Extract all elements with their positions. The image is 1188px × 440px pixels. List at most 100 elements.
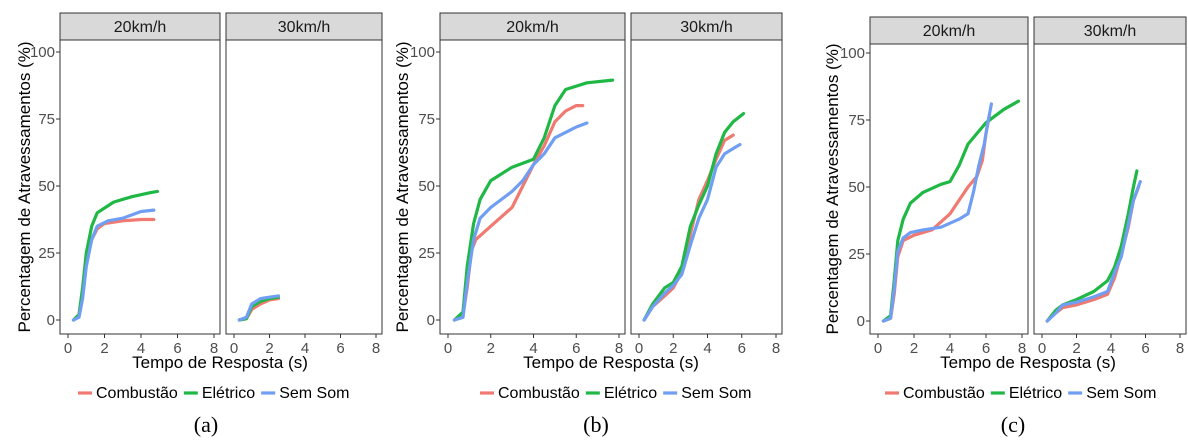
legend-label: Combustão: [498, 385, 580, 402]
x-tick-label: 2: [910, 340, 918, 357]
x-axis-title: Tempo de Resposta (s): [940, 353, 1116, 372]
x-axis-title: Tempo de Resposta (s): [523, 353, 699, 372]
x-tick-label: 6: [1141, 340, 1149, 357]
panel-border: [225, 39, 383, 335]
x-tick-label: 4: [529, 340, 537, 357]
x-tick-label: 0: [1038, 340, 1046, 357]
y-tick-label: 25: [848, 246, 865, 263]
x-tick-label: 6: [738, 340, 746, 357]
y-tick-label: 25: [38, 245, 55, 262]
panel-border: [630, 39, 783, 335]
y-tick-label: 0: [47, 312, 55, 329]
panel-20km/h: 20km/h 0 2 4 6 8: [869, 16, 1029, 357]
x-tick-label: 2: [100, 340, 108, 357]
x-tick-label: 6: [982, 340, 990, 357]
figure-caption: (a): [194, 412, 218, 437]
x-tick-label: 4: [703, 340, 711, 357]
series-line-Sem Som: [71, 208, 156, 322]
strip-background: [1033, 16, 1187, 45]
x-tick-label: 6: [173, 340, 181, 357]
legend-label: Sem Som: [1086, 385, 1156, 402]
y-tick-label: 75: [38, 111, 55, 128]
x-tick-label: 0: [635, 340, 643, 357]
y-tick-label: 0: [427, 312, 435, 329]
y-tick-label: 100: [840, 45, 865, 62]
y-tick-label: 50: [418, 178, 435, 195]
legend-label: Combustão: [903, 385, 985, 402]
x-tick-label: 0: [64, 340, 72, 357]
x-tick-label: 6: [572, 340, 580, 357]
x-tick-label: 2: [265, 340, 273, 357]
series-line-Combustão: [881, 112, 992, 323]
x-tick-label: 8: [1176, 340, 1184, 357]
legend-label: Sem Som: [681, 385, 751, 402]
legend: Combustão Elétrico Sem Som: [885, 385, 1156, 402]
y-tick-label: 50: [848, 179, 865, 196]
x-tick-label: 0: [874, 340, 882, 357]
x-tick-label: 0: [230, 340, 238, 357]
panel-30km/h: 30km/h 0 2 4 6 8: [630, 12, 783, 357]
strip-label: 20km/h: [506, 19, 558, 36]
panel-border: [869, 43, 1029, 335]
x-tick-label: 8: [210, 340, 218, 357]
x-axis-title: Tempo de Resposta (s): [132, 353, 308, 372]
x-tick-label: 2: [669, 340, 677, 357]
series-line-Sem Som: [1045, 180, 1142, 323]
series-line-Combustão: [1045, 185, 1141, 323]
y-axis-title: Percentagem de Atravessamentos (%): [15, 41, 34, 332]
strip-background: [630, 12, 783, 41]
series-line-Sem Som: [881, 102, 994, 323]
x-tick-label: 8: [372, 340, 380, 357]
figure-caption: (b): [583, 412, 609, 437]
legend-label: Elétrico: [202, 385, 255, 402]
strip-background: [59, 12, 221, 41]
x-tick-label: 8: [772, 340, 780, 357]
series-line-Combustão: [452, 103, 585, 322]
panel-border: [1033, 43, 1187, 335]
x-tick-label: 2: [487, 340, 495, 357]
legend-label: Combustão: [96, 385, 178, 402]
x-tick-label: 8: [1018, 340, 1026, 357]
series-line-Sem Som: [642, 142, 742, 322]
series-line-Elétrico: [452, 78, 615, 322]
y-axis-title: Percentagem de Atravessamentos (%): [393, 41, 412, 332]
y-tick-label: 50: [38, 178, 55, 195]
x-tick-label: 4: [1107, 340, 1115, 357]
legend: Combustão Elétrico Sem Som: [480, 385, 751, 402]
x-tick-label: 8: [615, 340, 623, 357]
y-axis-title: Percentagem de Atravessamentos (%): [823, 43, 842, 334]
strip-label: 30km/h: [680, 19, 732, 36]
x-tick-label: 4: [946, 340, 954, 357]
strip-background: [869, 16, 1029, 45]
x-tick-label: 4: [137, 340, 145, 357]
panel-border: [439, 39, 626, 335]
strip-label: 20km/h: [114, 19, 166, 36]
y-tick-label: 0: [857, 313, 865, 330]
legend-label: Sem Som: [279, 385, 349, 402]
x-tick-label: 6: [336, 340, 344, 357]
panel-30km/h: 30km/h 0 2 4 6 8: [225, 12, 383, 357]
series-line-Elétrico: [642, 111, 746, 322]
x-tick-label: 4: [301, 340, 309, 357]
y-tick-label: 75: [418, 111, 435, 128]
series-line-Sem Som: [237, 294, 280, 322]
strip-background: [225, 12, 383, 41]
panel-20km/h: 20km/h 0 2 4 6 8: [59, 12, 221, 357]
legend-label: Elétrico: [604, 385, 657, 402]
strip-label: 30km/h: [278, 19, 330, 36]
y-tick-label: 100: [30, 44, 55, 61]
strip-label: 30km/h: [1084, 23, 1136, 40]
strip-label: 20km/h: [923, 23, 975, 40]
x-tick-label: 0: [444, 340, 452, 357]
y-tick-label: 25: [418, 245, 435, 262]
x-tick-label: 2: [1072, 340, 1080, 357]
panel-border: [59, 39, 221, 335]
legend: Combustão Elétrico Sem Som: [78, 385, 349, 402]
panel-20km/h: 20km/h 0 2 4 6 8: [439, 12, 626, 357]
y-tick-label: 100: [410, 44, 435, 61]
legend-label: Elétrico: [1009, 385, 1062, 402]
